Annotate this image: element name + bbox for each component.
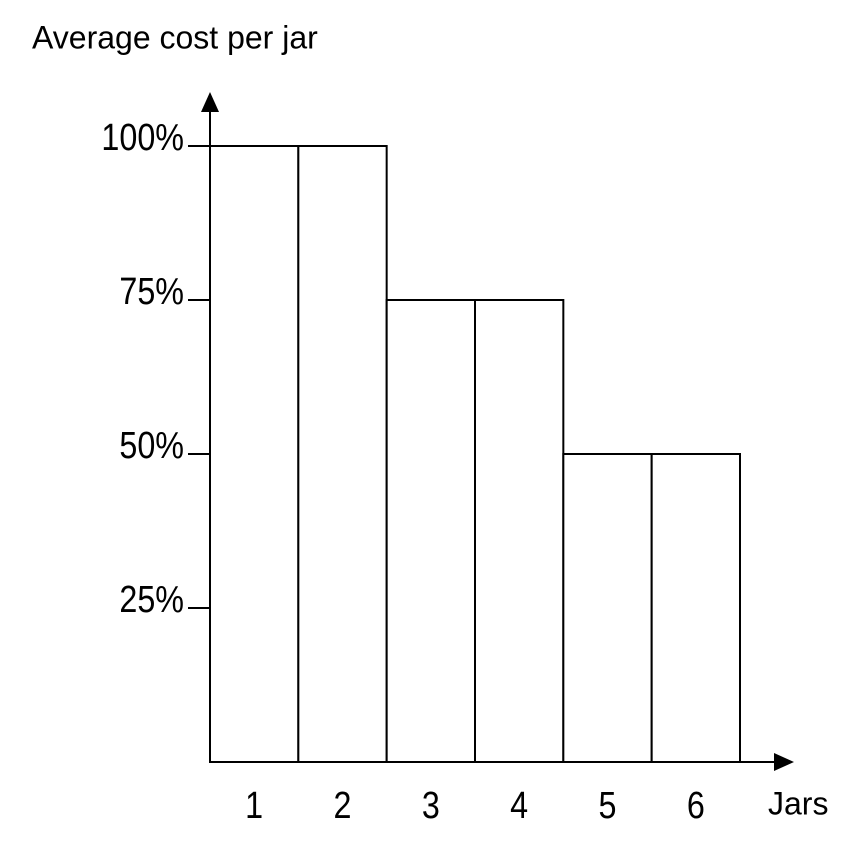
x-tick-label: 5 [599, 785, 617, 827]
x-tick-label: 1 [245, 785, 263, 827]
bar [474, 299, 565, 763]
x-tick-label: 3 [422, 785, 440, 827]
y-axis-label: Average cost per jar [32, 19, 318, 55]
x-tick-label: 2 [334, 785, 352, 827]
bar [209, 145, 300, 763]
bar [650, 453, 742, 763]
y-tick-label: 100% [101, 117, 184, 159]
x-axis-label: Jars [768, 785, 828, 821]
bar [297, 145, 388, 763]
x-tick-label: 6 [687, 785, 705, 827]
y-tick-label: 25% [119, 579, 184, 621]
y-tick-label: 75% [119, 271, 184, 313]
y-axis-arrow [201, 92, 219, 112]
bar [385, 299, 476, 763]
y-tick-label: 50% [119, 425, 184, 467]
x-axis-arrow [774, 753, 794, 771]
bar [562, 453, 653, 763]
x-tick-label: 4 [510, 785, 528, 827]
